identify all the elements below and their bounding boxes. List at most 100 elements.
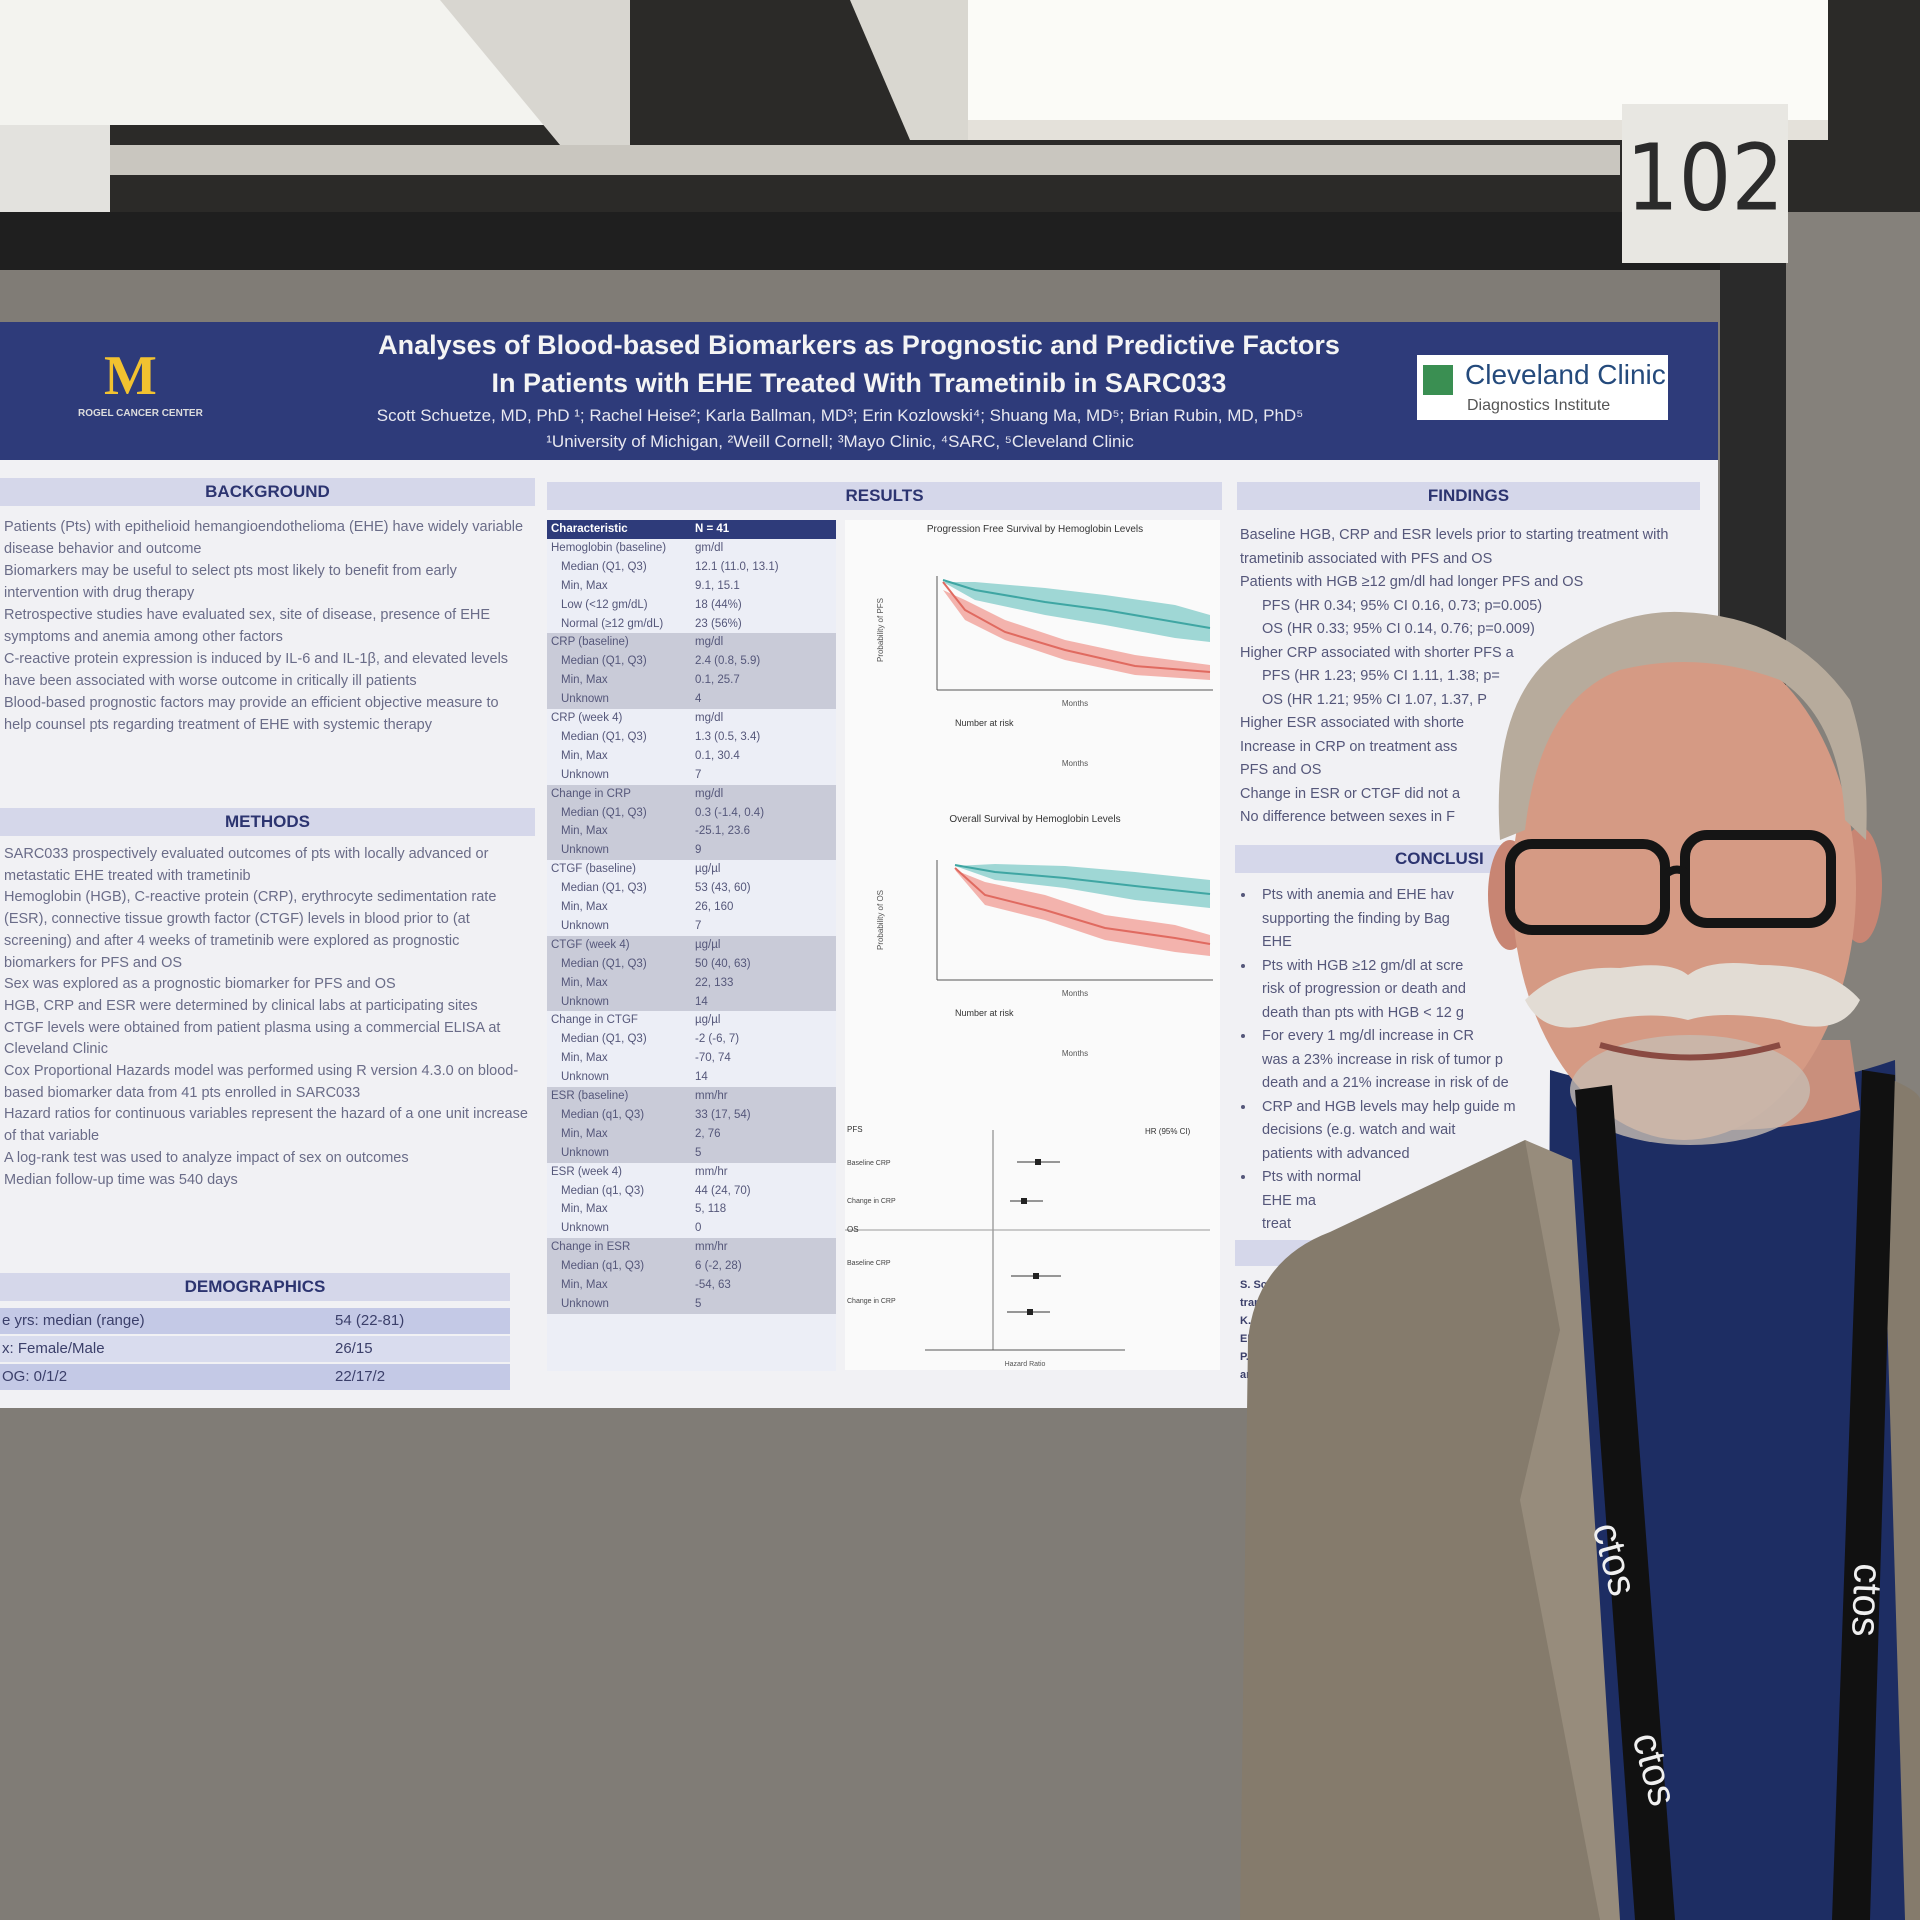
- demographics-row: e yrs: median (range) 54 (22-81): [0, 1308, 510, 1334]
- row-value: mg/dl: [695, 712, 724, 724]
- table-row: Median (q1, Q3) 6 (-2, 28): [547, 1257, 836, 1277]
- x-axis-label: Months: [1062, 989, 1088, 998]
- row-value: mm/hr: [695, 1090, 728, 1102]
- demographics-row: OG: 0/1/2 22/17/2: [0, 1364, 510, 1390]
- row-value: 26/15: [335, 1340, 373, 1357]
- glasses-bridge: [1662, 865, 1688, 879]
- table-row: Min, Max -25.1, 23.6: [547, 822, 836, 842]
- ceiling-trim: [968, 120, 1828, 140]
- section-heading: RESULTS: [547, 482, 1222, 510]
- finding-text: Higher CRP associated with shorter PFS a: [1240, 644, 1514, 661]
- forest-row-label: Baseline CRP: [847, 1160, 891, 1167]
- forest-column-header: HR (95% CI): [1145, 1127, 1191, 1136]
- table-row: Median (Q1, Q3) 1.3 (0.5, 3.4): [547, 727, 836, 747]
- row-value: 5, 118: [695, 1203, 727, 1216]
- row-label: Min, Max: [561, 1279, 608, 1291]
- demographics-row: x: Female/Male 26/15: [0, 1336, 510, 1362]
- row-label: Unknown: [561, 844, 609, 857]
- row-label: Low (<12 gm/dL): [561, 598, 648, 611]
- finding-text: Baseline HGB, CRP and ESR levels prior t…: [1240, 527, 1669, 567]
- forest-section: OS: [847, 1225, 859, 1234]
- row-label: Unknown: [561, 1071, 609, 1084]
- table-row: Median (q1, Q3) 33 (17, 54): [547, 1105, 836, 1125]
- conclusion-text: CRP and HGB levels may help guide m: [1256, 1096, 1700, 1120]
- row-value: 2.4 (0.8, 5.9): [695, 655, 761, 668]
- row-label: Median (Q1, Q3): [561, 882, 647, 895]
- table-row: CTGF (baseline) µg/µl: [547, 860, 836, 880]
- table-row: Normal (≥12 gm/dL) 23 (56%): [547, 614, 836, 634]
- row-label: Min, Max: [561, 1052, 608, 1065]
- sign-number: 102: [1626, 124, 1784, 231]
- row-value: 50 (40, 63): [695, 957, 751, 970]
- row-value: 14: [695, 1071, 708, 1084]
- row-label: Median (Q1, Q3): [561, 560, 647, 573]
- estimate: [1035, 1159, 1041, 1165]
- table-row: Hemoglobin (baseline) gm/dl: [547, 538, 836, 558]
- table-row: Unknown 9: [547, 841, 836, 861]
- row-value: mg/dl: [695, 636, 724, 649]
- finding-text: Change in ESR or CTGF did not a: [1240, 785, 1461, 802]
- ci-band: [943, 582, 1210, 642]
- bullet-text: A log-rank test was used to analyze impa…: [4, 1149, 409, 1166]
- table-row: Min, Max -70, 74: [547, 1049, 836, 1069]
- section-heading: FINDINGS: [1237, 482, 1700, 510]
- ci-band: [943, 590, 1210, 680]
- table-row: Min, Max -54, 63: [547, 1276, 836, 1295]
- row-label: Min, Max: [561, 976, 608, 989]
- row-value: -2 (-6, 7): [695, 1033, 740, 1046]
- row-label: Unknown: [561, 919, 609, 932]
- ceiling-trim: [0, 125, 110, 215]
- table-row: Unknown 5: [547, 1143, 836, 1163]
- row-label: Normal (≥12 gm/dL): [561, 617, 664, 630]
- row-value: 0: [695, 1222, 702, 1235]
- table-row: Median (Q1, Q3) 0.3 (-1.4, 0.4): [547, 803, 836, 823]
- conclusion-text: Pts with anemia and EHE hav: [1256, 884, 1700, 908]
- poster: Analyses of Blood-based Biomarkers as Pr…: [0, 322, 1718, 1408]
- bullet-text: Retrospective studies have evaluated sex…: [4, 607, 491, 645]
- y-axis-label: Probability of OS: [876, 890, 885, 950]
- conclusion-text: patients with advanced: [1262, 1145, 1410, 1162]
- table-row: Min, Max 2, 76: [547, 1124, 836, 1144]
- methods-text: SARC033 prospectively evaluated outcomes…: [0, 844, 530, 1191]
- table-row: Change in CRP mg/dl: [547, 784, 836, 804]
- survival-curve: [954, 864, 1211, 895]
- row-label: Unknown: [561, 1146, 609, 1159]
- row-label: ESR (baseline): [551, 1090, 629, 1102]
- table-row: Median (Q1, Q3) 50 (40, 63): [547, 954, 836, 974]
- row-value: mm/hr: [695, 1165, 728, 1178]
- row-value: 23 (56%): [695, 617, 742, 630]
- row-value: mm/hr: [695, 1241, 728, 1254]
- table-row: Unknown 4: [547, 690, 836, 710]
- row-label: Min, Max: [561, 749, 608, 762]
- row-label: Change in CTGF: [551, 1014, 638, 1027]
- lanyard-text: ctos: [1843, 1563, 1890, 1638]
- conclusion-text: decisions (e.g. watch and wait: [1262, 1122, 1456, 1138]
- x-axis-label: Months: [1062, 1049, 1088, 1058]
- poster-header: Analyses of Blood-based Biomarkers as Pr…: [0, 322, 1718, 460]
- row-value: 7: [695, 768, 702, 781]
- table-row: Min, Max 9.1, 15.1: [547, 576, 836, 596]
- row-label: Median (Q1, Q3): [561, 806, 647, 819]
- row-value: -70, 74: [695, 1052, 731, 1065]
- number-sign: [1622, 104, 1788, 263]
- table-row: Change in CTGF µg/µl: [547, 1011, 836, 1031]
- table-row: Min, Max 0.1, 25.7: [547, 671, 836, 691]
- conclusion-text: Pts with normal: [1256, 1166, 1700, 1190]
- x-axis-label: Hazard Ratio: [1005, 1361, 1046, 1368]
- conclusion-text: death than pts with HGB < 12 g: [1262, 1004, 1464, 1021]
- row-value: -25.1, 23.6: [695, 825, 750, 838]
- finding-text: Patients with HGB ≥12 gm/dl had longer P…: [1240, 574, 1584, 590]
- y-axis-label: Probability of PFS: [876, 598, 885, 662]
- ceiling-trim: [110, 145, 1620, 175]
- row-label: Median (Q1, Q3): [561, 1033, 647, 1046]
- row-value: mg/dl: [695, 787, 724, 800]
- bullet-text: Blood-based prognostic factors may provi…: [4, 695, 499, 733]
- finding-detail: PFS (HR 1.23; 95% CI 1.11, 1.38; p=: [1262, 668, 1500, 684]
- chart-title: Progression Free Survival by Hemoglobin …: [927, 524, 1143, 535]
- forest-row-label: Change in CRP: [847, 1198, 896, 1205]
- row-label: Median (q1, Q3): [561, 1260, 645, 1273]
- row-value: 12.1 (11.0, 13.1): [695, 560, 779, 573]
- chart-title: Overall Survival by Hemoglobin Levels: [949, 814, 1120, 825]
- logo-name: ROGEL CANCER CENTER: [78, 408, 203, 419]
- table-row: ESR (week 4) mm/hr: [547, 1162, 836, 1182]
